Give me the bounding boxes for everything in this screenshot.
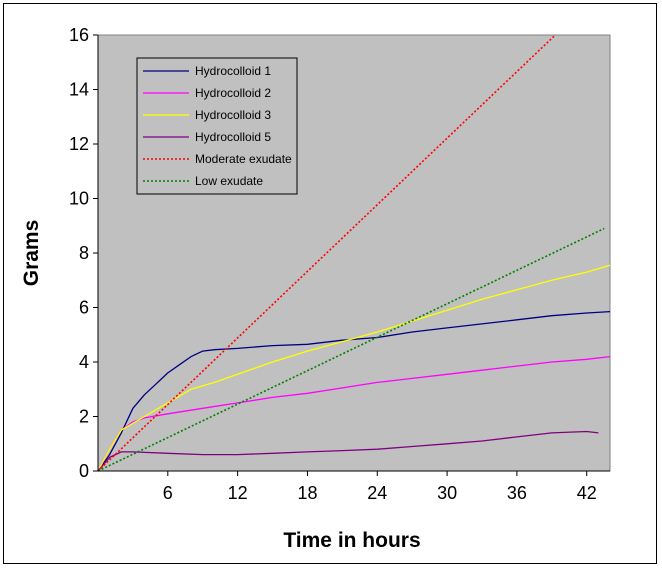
legend-label: Low exudate [195,174,263,188]
y-tick-label: 12 [69,134,89,154]
x-tick-label: 36 [507,483,527,503]
y-tick-label: 2 [79,407,89,427]
x-tick-label: 42 [577,483,597,503]
series-line-moderate-exudate [97,34,556,472]
legend-label: Moderate exudate [195,152,292,166]
x-tick-label: 24 [367,483,387,503]
y-tick-label: 14 [69,80,89,100]
y-axis-title: Grams [20,220,43,287]
y-tick-label: 0 [79,461,89,481]
x-tick-label: 18 [297,483,317,503]
series-line-hydrocolloid-5 [97,430,599,472]
legend-label: Hydrocolloid 2 [195,86,271,100]
series-layer [97,34,611,472]
y-tick-label: 10 [69,189,89,209]
x-axis-title: Time in hours [283,529,420,552]
x-tick-label: 30 [437,483,457,503]
y-tick-label: 8 [79,243,89,263]
x-tick-label: 12 [228,483,248,503]
series-line-low-exudate [97,227,605,472]
series-line-hydrocolloid-2 [97,355,611,472]
legend-label: Hydrocolloid 1 [195,64,271,78]
y-tick-label: 6 [79,298,89,318]
legend-label: Hydrocolloid 5 [195,130,271,144]
y-tick-label: 16 [69,25,89,45]
series-line-hydrocolloid-3 [97,264,611,472]
series-line-hydrocolloid-1 [97,310,611,472]
x-tick-label: 6 [163,483,173,503]
legend: Hydrocolloid 1 Hydrocolloid 2 Hydrocolloid… [136,57,298,195]
legend-box [136,57,298,195]
legend-label: Hydrocolloid 3 [195,108,271,122]
y-tick-label: 4 [79,352,89,372]
